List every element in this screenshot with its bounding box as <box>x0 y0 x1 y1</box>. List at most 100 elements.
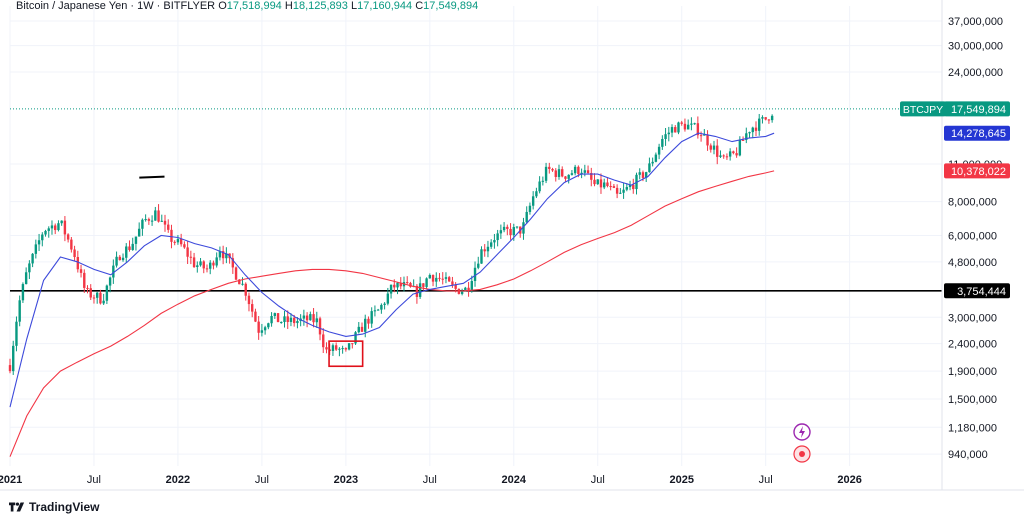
candle-body <box>641 172 645 178</box>
candle-body <box>167 224 170 230</box>
candle-body <box>338 348 341 350</box>
candle-body <box>431 275 435 282</box>
candle-body <box>709 145 712 150</box>
symbol-badge-bg <box>900 101 946 117</box>
ma-fast-badge-bg <box>944 125 1010 141</box>
y-tick-label: 8,000,000 <box>948 197 997 209</box>
level-badge-bg <box>944 283 1010 299</box>
candle-body <box>467 287 470 291</box>
candle-body <box>344 348 348 350</box>
candle-body <box>544 166 548 181</box>
candle-body <box>196 265 199 268</box>
candle-body <box>225 253 228 259</box>
candle-body <box>728 151 732 157</box>
open-label: O <box>218 0 227 12</box>
candle-body <box>241 283 244 285</box>
candle-body <box>315 318 318 323</box>
candle-body <box>564 176 567 179</box>
bottom-highlight-box <box>328 340 364 368</box>
event-icons[interactable] <box>793 423 811 463</box>
candle-body <box>54 225 57 231</box>
candle-body <box>570 173 574 175</box>
candle-body <box>192 257 196 268</box>
candle-body <box>719 155 722 157</box>
candle-body <box>464 287 467 292</box>
candle-body <box>454 284 457 289</box>
last-price-badge-bg <box>944 101 1010 117</box>
candle-body <box>761 117 764 119</box>
candle-body <box>499 230 503 234</box>
candle-body <box>612 186 616 188</box>
candle-body <box>73 249 76 258</box>
candle-body <box>34 244 38 254</box>
ma-slow-badge-label: 10,378,022 <box>951 166 1006 178</box>
candle-body <box>267 323 270 328</box>
candle-body <box>170 229 173 242</box>
candle-body <box>767 119 771 121</box>
candle-body <box>609 186 612 188</box>
candle-body <box>60 220 63 224</box>
top-marker-line <box>139 175 165 179</box>
x-tick-label: 2025 <box>669 474 693 486</box>
x-tick-label: 2022 <box>166 474 190 486</box>
candle-body <box>215 257 218 266</box>
candle-body <box>648 163 651 173</box>
candle-body <box>615 187 619 194</box>
candle-body <box>770 115 774 121</box>
candle-body <box>393 284 396 288</box>
candle-body <box>693 123 696 125</box>
candle-body <box>758 118 761 131</box>
candle-body <box>12 345 15 372</box>
candle-body <box>632 184 635 190</box>
candle-body <box>657 146 661 155</box>
candle-body <box>415 285 419 297</box>
high-value: 18,125,893 <box>292 0 348 12</box>
y-tick-label: 1,900,000 <box>948 366 997 378</box>
candle-body <box>603 182 606 188</box>
ma-slow-line <box>9 170 775 457</box>
y-tick-label: 2,400,000 <box>948 339 997 351</box>
candle-body <box>586 170 590 173</box>
y-tick-label: 3,000,000 <box>948 312 997 324</box>
candle-body <box>506 226 509 229</box>
candle-body <box>141 219 144 229</box>
candle-body <box>596 179 599 185</box>
candle-body <box>422 283 425 287</box>
candle-body <box>625 187 629 190</box>
candle-body <box>286 316 289 323</box>
tradingview-logo[interactable]: TradingView <box>9 500 99 514</box>
candle-body <box>683 123 687 130</box>
low-label: L <box>350 0 358 12</box>
candle-body <box>531 196 535 206</box>
candle-body <box>331 345 335 351</box>
x-tick-label: Jul <box>759 474 773 486</box>
support-level <box>10 108 942 292</box>
gridlines <box>9 6 942 466</box>
candle-body <box>754 127 758 131</box>
candle-body <box>47 228 50 231</box>
candle-body <box>438 277 441 279</box>
candle-body <box>389 284 393 294</box>
candle-body <box>270 315 273 324</box>
candle-body <box>473 267 477 282</box>
candle-body <box>670 127 674 133</box>
candle-body <box>205 268 209 270</box>
candle-body <box>221 251 225 259</box>
candle-body <box>341 348 344 350</box>
candle-body <box>680 122 683 124</box>
candle-body <box>260 330 264 333</box>
candle-body <box>76 257 80 270</box>
candle-body <box>147 219 151 221</box>
candles <box>8 113 774 375</box>
candle-body <box>489 242 493 247</box>
candle-body <box>370 311 373 324</box>
x-tick-label: Jul <box>255 474 269 486</box>
candle-body <box>360 326 364 332</box>
candle-body <box>322 334 325 348</box>
candle-body <box>50 225 54 229</box>
candle-body <box>447 277 451 282</box>
candle-body <box>722 155 725 157</box>
candle-body <box>554 170 557 177</box>
